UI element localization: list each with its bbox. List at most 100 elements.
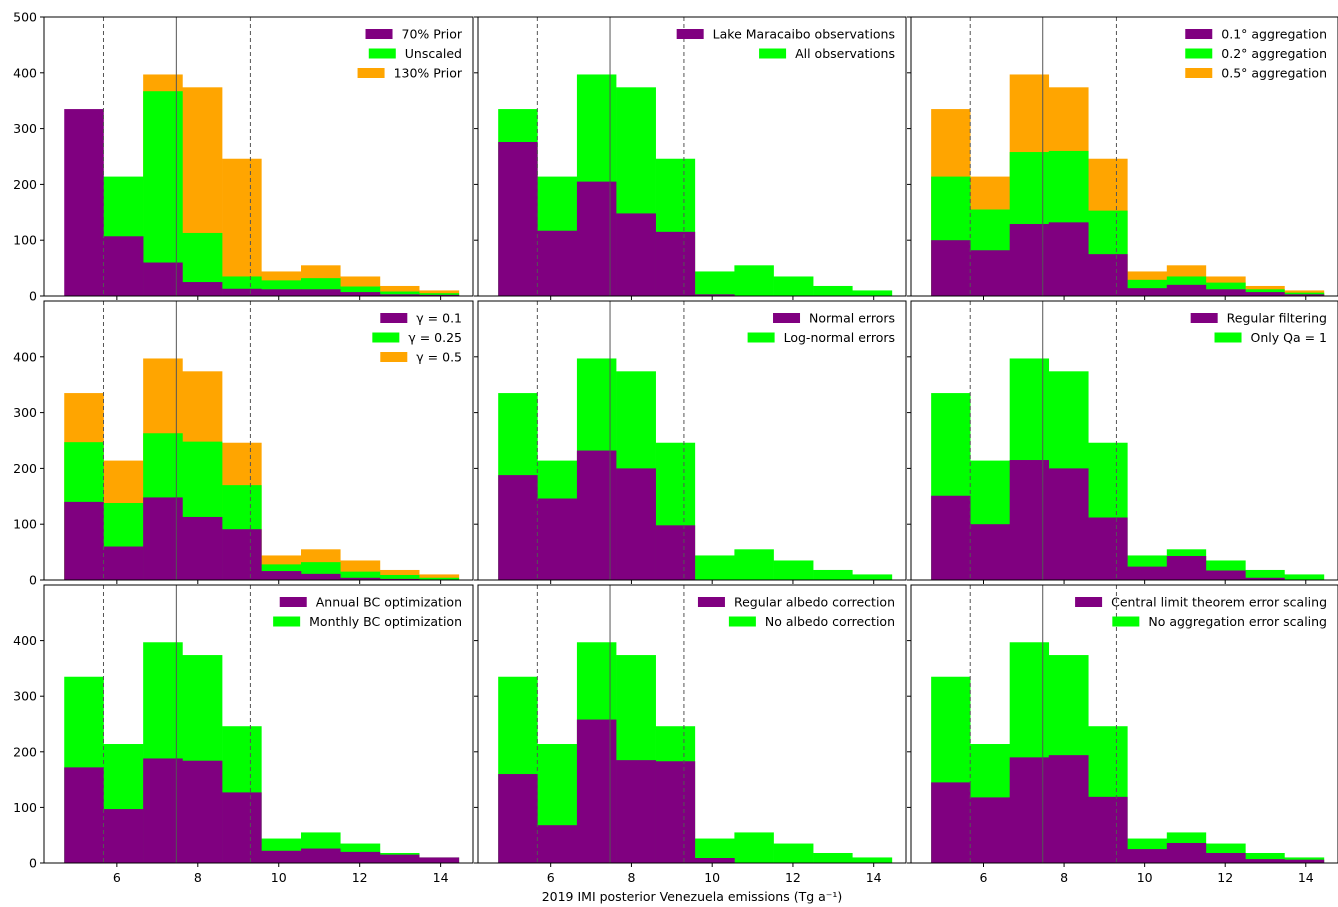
histogram-bar <box>813 569 853 580</box>
histogram-bar <box>1245 569 1285 580</box>
histogram-bar <box>616 468 656 580</box>
histogram-bar <box>340 851 381 863</box>
histogram-bar <box>182 516 223 580</box>
histogram-bar <box>852 574 893 580</box>
histogram-bar <box>222 792 262 863</box>
x-tick-label: 14 <box>866 870 882 885</box>
legend-label: Lake Maracaibo observations <box>713 27 895 42</box>
histogram-bar <box>379 574 420 580</box>
legend-label: Only Qa = 1 <box>1251 330 1327 345</box>
legend-swatch <box>1185 48 1213 59</box>
histogram-bar <box>419 294 460 296</box>
legend-swatch <box>357 68 385 78</box>
x-tick-label: 6 <box>980 870 988 885</box>
histogram-panel: Normal errors Log-normal errors <box>474 300 907 584</box>
x-tick-label: 10 <box>704 870 720 885</box>
legend-label: Regular filtering <box>1227 311 1327 326</box>
y-tick-label: 100 <box>13 800 37 815</box>
legend-label: 70% Prior <box>402 27 463 42</box>
legend-swatch <box>1185 68 1213 78</box>
axes-frame <box>910 300 1338 581</box>
histogram-bar <box>773 560 814 580</box>
y-tick-label: 400 <box>13 349 37 364</box>
legend-swatch <box>1112 616 1140 627</box>
histogram-bar <box>1127 566 1168 580</box>
histogram-panel: 0.1° aggregation 0.2° aggregation 0.5° agg… <box>907 16 1338 300</box>
y-tick-label: 0 <box>29 573 37 588</box>
legend-swatch <box>368 48 396 59</box>
legend-label: 0.5° aggregation <box>1221 66 1327 81</box>
legend-swatch <box>759 48 787 59</box>
legend-label: γ = 0.25 <box>408 330 462 345</box>
axes-frame <box>477 584 907 864</box>
legend-swatch <box>279 597 307 607</box>
histogram-bar <box>616 760 656 863</box>
histogram-bar <box>1284 859 1325 863</box>
legend-label: No albedo correction <box>765 614 895 629</box>
y-tick-label: 400 <box>13 633 37 648</box>
histogram-panel: 6 8 10 12 14 Central limit theorem error scal… <box>907 584 1338 885</box>
histogram-bar <box>379 285 420 296</box>
histogram-bar <box>813 852 853 863</box>
histogram-bar <box>1245 859 1285 863</box>
legend-label: Regular albedo correction <box>734 595 895 610</box>
histogram-bar <box>813 285 853 296</box>
legend-label: Annual BC optimization <box>316 595 462 610</box>
histogram-panel: Regular filtering Only Qa = 1 <box>907 300 1338 584</box>
histogram-bar <box>734 549 774 580</box>
legend-swatch <box>372 332 400 343</box>
histogram-bar <box>261 571 302 580</box>
histogram-bar <box>261 850 302 863</box>
y-tick-label: 100 <box>13 517 37 532</box>
legend-label: 0.2° aggregation <box>1221 46 1327 61</box>
legend-swatch <box>380 313 408 323</box>
histogram-panel: 0 100 200 300 400 γ = 0.1 γ = 0.25 γ = 0.5 <box>13 300 474 588</box>
axes-frame <box>43 300 474 581</box>
histogram-bar <box>1088 517 1128 580</box>
histogram-bar <box>694 271 735 296</box>
legend-swatch <box>273 616 301 627</box>
histogram-bar <box>1245 292 1285 296</box>
figure-xlabel: 2019 IMI posterior Venezuela emissions (… <box>542 889 843 904</box>
histogram-bar <box>379 291 420 296</box>
histogram-bar <box>1127 849 1168 863</box>
y-tick-label: 200 <box>13 177 37 192</box>
axes-frame <box>477 300 907 581</box>
histogram-bar <box>182 760 223 863</box>
histogram-bar <box>694 858 735 863</box>
histogram-bar <box>222 288 262 296</box>
histogram-bar <box>773 843 814 863</box>
histogram-bar <box>1245 852 1285 863</box>
x-tick-label: 8 <box>194 870 202 885</box>
histogram-bar <box>1205 852 1246 863</box>
histogram-bar <box>64 109 104 296</box>
histogram-bar <box>931 782 971 863</box>
histogram-panel: 6 8 10 12 14 0 100 200 300 400 Annual BC optimizat… <box>13 584 474 885</box>
histogram-panel: 6 8 10 12 14 Regular albedo correction No albe… <box>474 584 907 885</box>
histogram-bar <box>1048 468 1089 580</box>
histogram-bar <box>1284 292 1325 296</box>
histogram-bar <box>419 857 460 863</box>
histogram-bar <box>498 774 538 863</box>
histogram-bar <box>379 854 420 863</box>
histogram-bar <box>537 825 578 863</box>
legend-label: γ = 0.5 <box>416 350 462 365</box>
histogram-bar <box>419 293 460 296</box>
legend-label: 130% Prior <box>394 66 463 81</box>
histogram-bar <box>931 240 971 296</box>
histogram-bar <box>1166 556 1207 580</box>
legend-label: All observations <box>795 46 895 61</box>
histogram-bar <box>616 213 656 296</box>
legend-swatch <box>380 352 408 362</box>
legend-label: Log-normal errors <box>784 330 895 345</box>
legend-label: Monthly BC optimization <box>309 614 462 629</box>
histogram-bar <box>1048 755 1089 863</box>
histogram-bar <box>419 577 460 580</box>
histogram-bar <box>694 294 735 296</box>
histogram-bar <box>1205 570 1246 580</box>
histogram-bar <box>222 529 262 580</box>
x-tick-label: 12 <box>1217 870 1233 885</box>
histogram-bar <box>537 498 578 580</box>
y-tick-label: 300 <box>13 405 37 420</box>
histogram-bar <box>773 276 814 296</box>
